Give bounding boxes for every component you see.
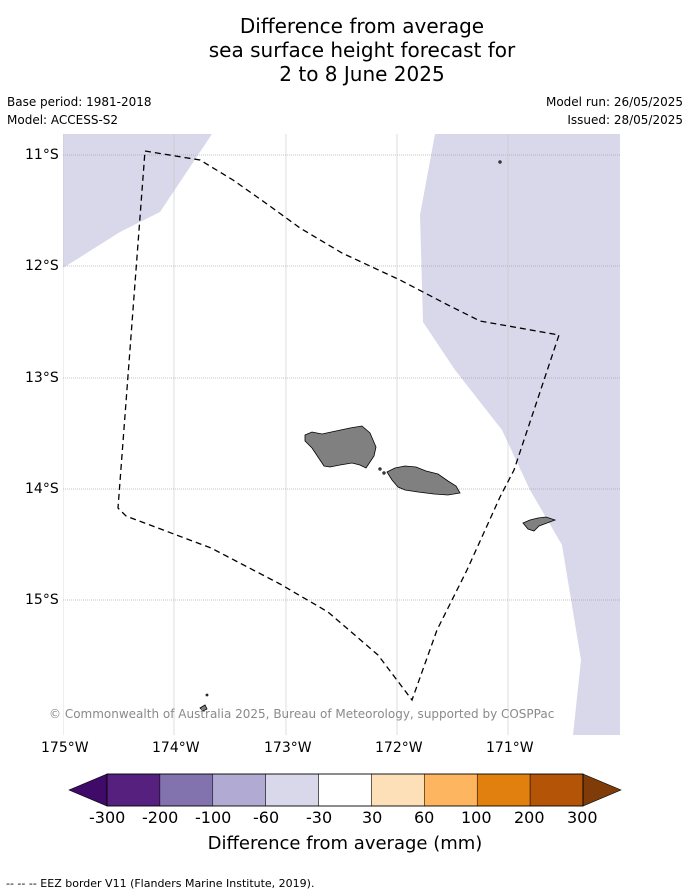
islet-apolima	[378, 467, 382, 471]
colorbar-label-5: 30	[362, 808, 383, 827]
title-line-1: Difference from average	[239, 14, 485, 38]
colorbar-label-4: -30	[306, 808, 333, 827]
eez-legend: -- -- -- EEZ border V11 (Flanders Marine…	[6, 877, 315, 890]
colorbar-label-0: -300	[89, 808, 126, 827]
anomaly-region-northwest	[63, 134, 212, 268]
islet-south-2	[205, 693, 209, 697]
islet-south	[199, 704, 208, 712]
anomaly-region-east	[420, 134, 620, 735]
islet-swains	[498, 160, 502, 164]
lon-label-171w: 171°W	[486, 740, 534, 756]
colorbar-segment-8	[529, 773, 584, 807]
issued-date: Issued: 28/05/2025	[567, 113, 683, 127]
colorbar-segment-2	[212, 773, 266, 807]
island-tutuila	[522, 516, 557, 532]
lon-label-174w: 174°W	[152, 740, 200, 756]
colorbar-segment-1	[159, 773, 214, 807]
colorbar-label-1: -200	[142, 808, 179, 827]
colorbar-segment-5	[371, 773, 425, 807]
colorbar-frame	[106, 773, 584, 807]
lon-label-172w: 172°W	[375, 740, 423, 756]
lat-label-15s: 15°S	[25, 592, 59, 608]
colorbar-label-8: 200	[514, 808, 545, 827]
colorbar-segments	[106, 773, 584, 807]
model-run: Model run: 26/05/2025	[545, 95, 683, 109]
colorbar-label-3: -60	[253, 808, 280, 827]
colorbar-label-2: -100	[195, 808, 232, 827]
lat-label-11s: 11°S	[25, 147, 59, 163]
colorbar-arrow-low	[68, 773, 108, 807]
lon-label-173w: 173°W	[264, 740, 312, 756]
islet-manono	[382, 471, 386, 475]
colorbar-label-6: 60	[414, 808, 435, 827]
colorbar-title: Difference from average (mm)	[207, 833, 483, 854]
chart-title: Difference from average sea surface heig…	[0, 14, 690, 86]
colorbar-segment-3	[265, 773, 319, 807]
lat-label-14s: 14°S	[25, 481, 59, 497]
island-upolu	[386, 465, 461, 496]
lat-label-13s: 13°S	[25, 370, 59, 386]
colorbar-segment-6	[424, 773, 478, 807]
copyright-credit: © Commonwealth of Australia 2025, Bureau…	[49, 707, 555, 721]
colorbar-label-7: 100	[461, 808, 492, 827]
colorbar	[68, 773, 622, 807]
land-masses	[199, 160, 557, 712]
lon-label-175w: 175°W	[41, 740, 89, 756]
island-savaii	[304, 425, 377, 469]
lat-label-12s: 12°S	[25, 258, 59, 274]
title-line-2: sea surface height forecast for	[208, 38, 516, 62]
title-line-3: 2 to 8 June 2025	[279, 62, 445, 86]
base-period: Base period: 1981-2018	[7, 95, 152, 109]
map-panel	[63, 134, 620, 735]
model-name: Model: ACCESS-S2	[7, 113, 119, 127]
colorbar-segment-4	[318, 773, 372, 807]
colorbar-label-9: 300	[567, 808, 598, 827]
colorbar-arrow-high	[582, 773, 622, 807]
colorbar-segment-7	[476, 773, 531, 807]
gridlines	[63, 134, 620, 735]
colorbar-segment-0	[106, 773, 161, 807]
eez-border	[117, 150, 560, 702]
